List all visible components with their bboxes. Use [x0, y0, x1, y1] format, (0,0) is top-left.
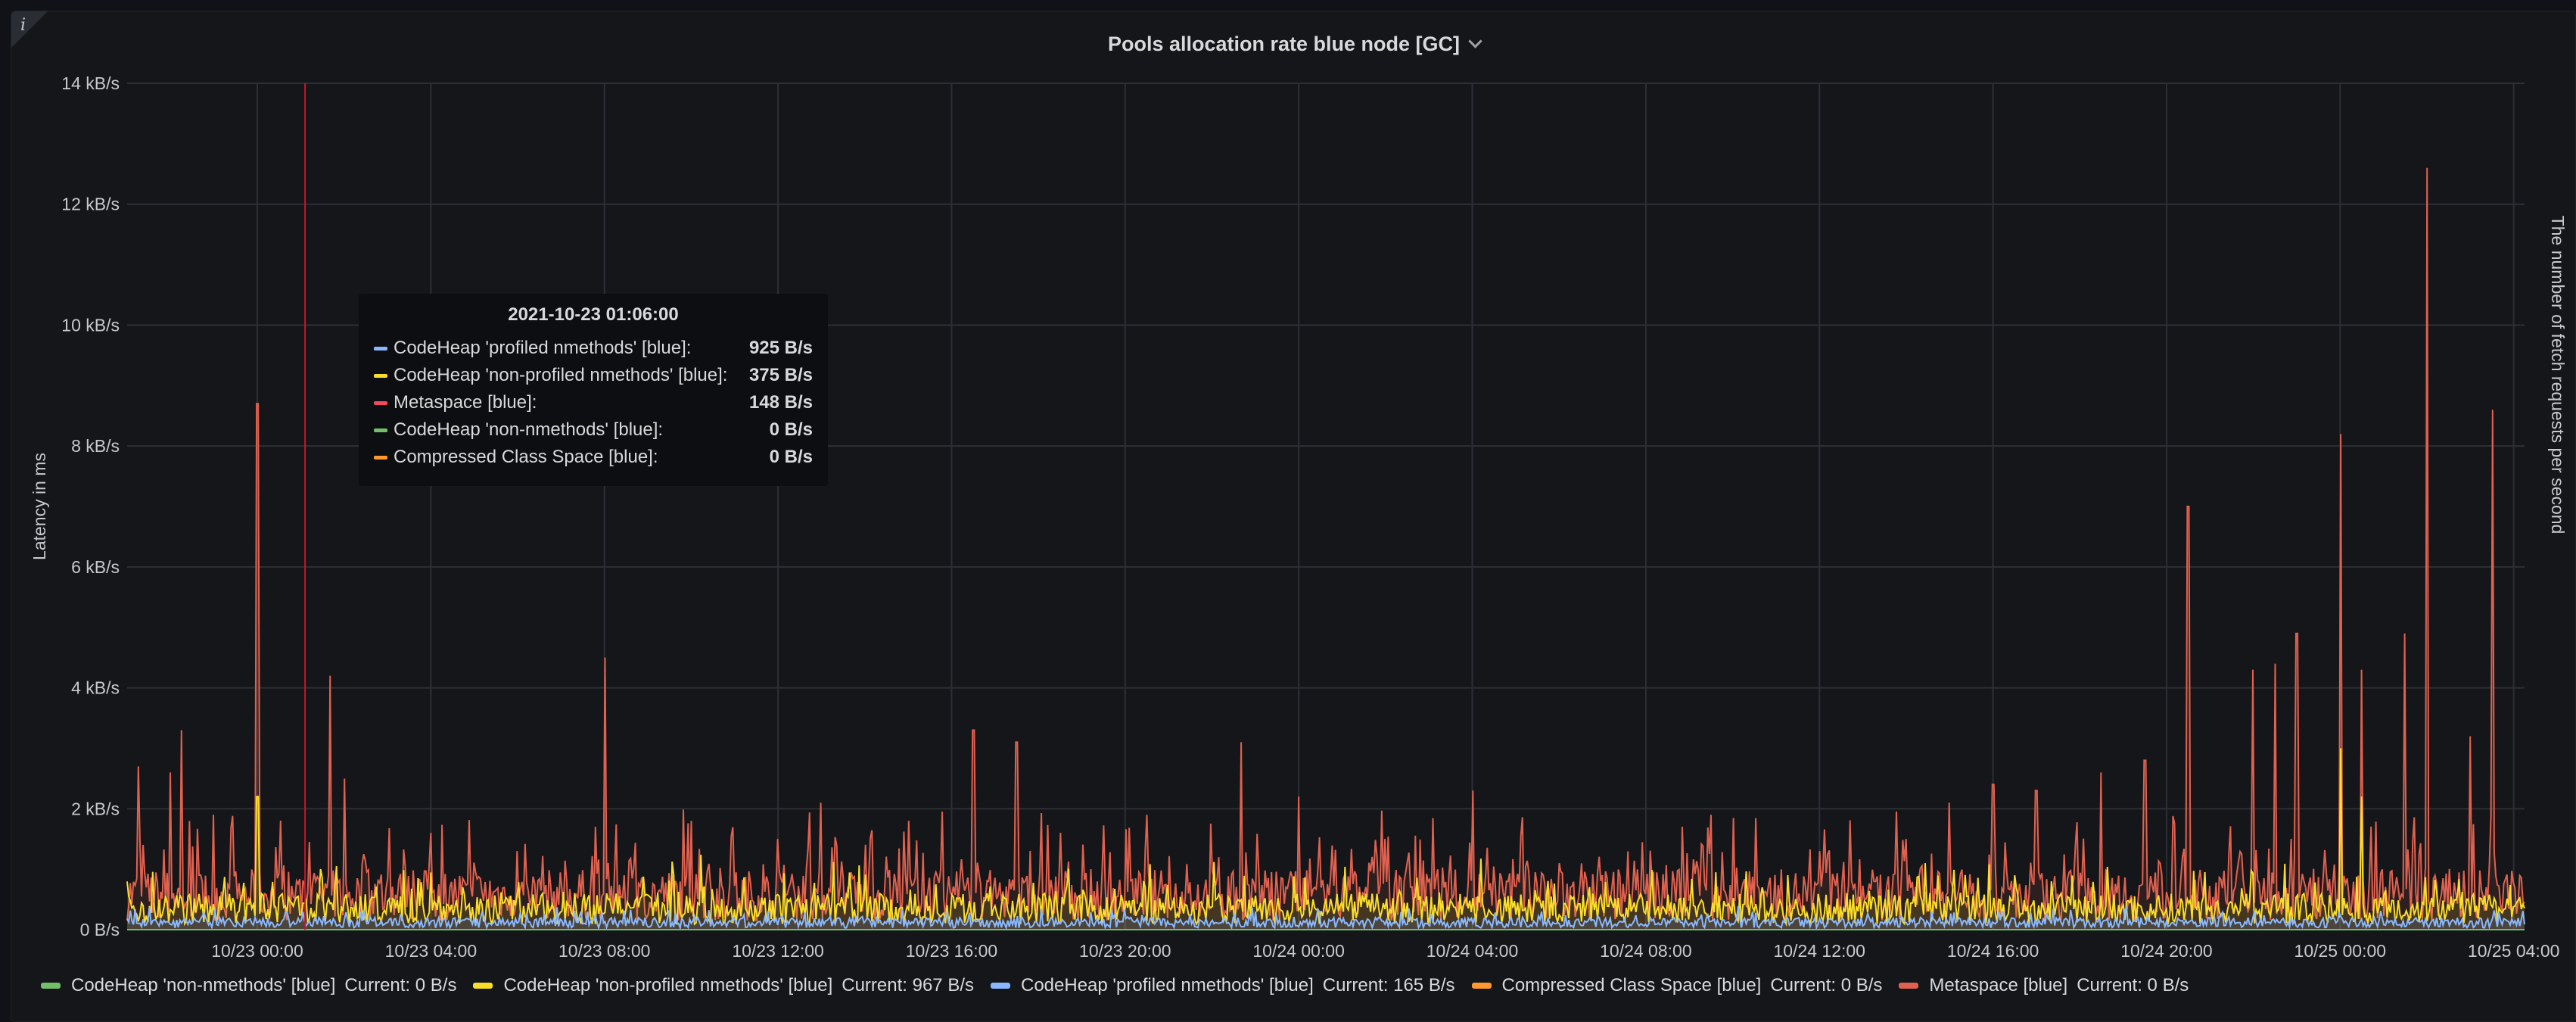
legend-item[interactable]: Compressed Class Space [blue] Current: 0… — [1471, 975, 1883, 996]
x-tick-label: 10/23 04:00 — [385, 941, 478, 961]
legend-series-name[interactable]: CodeHeap 'profiled nmethods' [blue] — [1021, 975, 1314, 996]
tooltip-row: CodeHeap 'non-nmethods' [blue]: 0 B/s — [374, 416, 813, 444]
y-tick-label: 10 kB/s — [61, 315, 120, 335]
tooltip-swatch — [374, 455, 387, 460]
info-icon[interactable]: i — [20, 16, 26, 35]
x-tick-label: 10/24 00:00 — [1252, 941, 1345, 961]
tooltip-series-name: CodeHeap 'profiled nmethods' [blue]: — [394, 338, 692, 358]
tooltip-swatch — [374, 373, 387, 378]
legend-swatch[interactable] — [991, 983, 1010, 989]
legend-current-value: Current: 0 B/s — [344, 975, 457, 996]
graph-panel: i Pools allocation rate blue node [GC] — [11, 11, 2576, 1022]
x-tick-label: 10/24 04:00 — [1426, 941, 1519, 961]
hover-tooltip: 2021-10-23 01:06:00 CodeHeap 'profiled n… — [359, 294, 828, 486]
y-axis-right-label: The number of fetch requests per second — [2548, 216, 2568, 534]
tooltip-row: Metaspace [blue]: 148 B/s — [374, 389, 813, 416]
legend-current-value: Current: 0 B/s — [1770, 975, 1883, 996]
tooltip-series-name: CodeHeap 'non-profiled nmethods' [blue]: — [394, 365, 728, 385]
y-axis-label: Latency in ms — [30, 453, 49, 560]
tooltip-swatch — [374, 400, 387, 405]
tooltip-time: 2021-10-23 01:06:00 — [508, 304, 679, 325]
x-tick-label: 10/23 20:00 — [1079, 941, 1171, 961]
legend-current-value: Current: 967 B/s — [842, 975, 974, 996]
y-tick-label: 6 kB/s — [71, 557, 120, 577]
x-tick-label: 10/24 08:00 — [1600, 941, 1692, 961]
legend-series-name[interactable]: Metaspace [blue] — [1929, 975, 2068, 996]
panel-title-container[interactable]: Pools allocation rate blue node [GC] — [11, 33, 2576, 56]
y-tick-label: 8 kB/s — [71, 436, 120, 456]
x-tick-label: 10/23 08:00 — [558, 941, 651, 961]
legend-swatch[interactable] — [41, 983, 61, 989]
legend-item[interactable]: CodeHeap 'non-nmethods' [blue] Current: … — [41, 975, 456, 996]
tooltip-series-value: 375 B/s — [748, 365, 813, 385]
x-tick-label: 10/24 20:00 — [2120, 941, 2213, 961]
y-tick-label: 2 kB/s — [71, 799, 120, 818]
legend-swatch[interactable] — [473, 983, 493, 989]
series-area — [127, 906, 2525, 930]
panel-title[interactable]: Pools allocation rate blue node [GC] — [1107, 33, 1461, 55]
tooltip-row: CodeHeap 'profiled nmethods' [blue]: 925… — [374, 335, 813, 362]
series-line — [126, 905, 2525, 931]
x-tick-label: 10/24 16:00 — [1947, 941, 2039, 961]
tooltip-series-name: CodeHeap 'non-nmethods' [blue]: — [394, 419, 664, 440]
legend-item[interactable]: Metaspace [blue] Current: 0 B/s — [1899, 975, 2189, 996]
legend-current-value: Current: 165 B/s — [1322, 975, 1455, 996]
y-tick-label: 4 kB/s — [71, 678, 120, 698]
series-line — [126, 167, 2525, 923]
x-tick-label: 10/23 12:00 — [732, 941, 824, 961]
tooltip-swatch — [374, 428, 387, 432]
tooltip-swatch — [374, 346, 387, 351]
tooltip-series-value: 0 B/s — [769, 419, 813, 440]
tooltip-series-value: 925 B/s — [748, 338, 813, 358]
x-tick-label: 10/25 04:00 — [2468, 941, 2560, 961]
tooltip-series-name: Metaspace [blue]: — [394, 392, 537, 413]
tooltip-series-name: Compressed Class Space [blue]: — [394, 447, 658, 467]
tooltip-row: Compressed Class Space [blue]: 0 B/s — [374, 444, 813, 471]
legend-series-name[interactable]: Compressed Class Space [blue] — [1501, 975, 1762, 996]
legend-swatch[interactable] — [1899, 983, 1919, 989]
legend: CodeHeap 'non-nmethods' [blue] Current: … — [41, 975, 2205, 996]
legend-item[interactable]: CodeHeap 'non-profiled nmethods' [blue] … — [473, 975, 974, 996]
x-tick-label: 10/25 00:00 — [2294, 941, 2387, 961]
tooltip-series-value: 148 B/s — [748, 392, 813, 413]
legend-current-value: Current: 0 B/s — [2077, 975, 2189, 996]
panel-info-corner[interactable] — [11, 11, 48, 48]
legend-item[interactable]: CodeHeap 'profiled nmethods' [blue] Curr… — [991, 975, 1455, 996]
y-tick-label: 0 B/s — [80, 920, 120, 939]
legend-series-name[interactable]: CodeHeap 'non-nmethods' [blue] — [71, 975, 336, 996]
x-tick-label: 10/23 16:00 — [906, 941, 998, 961]
legend-series-name[interactable]: CodeHeap 'non-profiled nmethods' [blue] — [503, 975, 833, 996]
x-tick-label: 10/24 12:00 — [1773, 941, 1865, 961]
y-tick-label: 12 kB/s — [61, 195, 120, 214]
y-tick-label: 14 kB/s — [61, 73, 120, 93]
tooltip-series-value: 0 B/s — [769, 447, 813, 467]
series-area — [127, 167, 2525, 930]
tooltip-row: CodeHeap 'non-profiled nmethods' [blue]:… — [374, 362, 813, 389]
x-tick-label: 10/23 00:00 — [211, 941, 303, 961]
legend-swatch[interactable] — [1471, 983, 1492, 989]
